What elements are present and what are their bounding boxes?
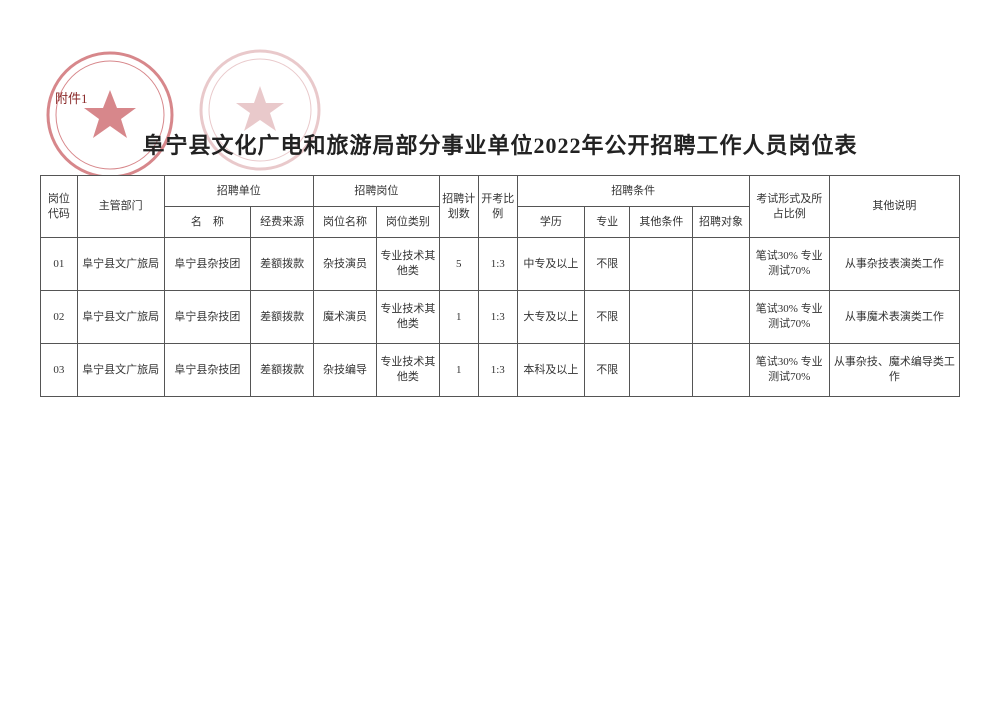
- cell-ratio: 1:3: [478, 238, 517, 291]
- positions-table-body: 01 阜宁县文广旅局 阜宁县杂技团 差额拨款 杂技演员 专业技术其他类 5 1:…: [41, 238, 960, 397]
- cell-count: 1: [439, 291, 478, 344]
- cell-exam: 笔试30% 专业测试70%: [749, 344, 829, 397]
- th-cond-other: 其他条件: [630, 207, 693, 238]
- th-unit-fund: 经费来源: [251, 207, 314, 238]
- cell-post-name: 杂技演员: [314, 238, 377, 291]
- th-cond-major: 专业: [584, 207, 630, 238]
- positions-table: 岗位代码 主管部门 招聘单位 招聘岗位 招聘计划数 开考比例 招聘条件 考试形式…: [40, 175, 960, 397]
- th-post-group: 招聘岗位: [314, 176, 440, 207]
- th-ratio: 开考比例: [478, 176, 517, 238]
- cell-note: 从事魔术表演类工作: [829, 291, 959, 344]
- cell-unit: 阜宁县杂技团: [164, 238, 251, 291]
- attachment-label: 附件1: [55, 88, 88, 107]
- th-cond-target: 招聘对象: [693, 207, 749, 238]
- cell-code: 02: [41, 291, 78, 344]
- cell-edu: 中专及以上: [517, 238, 584, 291]
- th-note: 其他说明: [829, 176, 959, 238]
- cell-unit: 阜宁县杂技团: [164, 344, 251, 397]
- cell-major: 不限: [584, 291, 630, 344]
- th-unit-name: 名 称: [164, 207, 251, 238]
- th-unit-group: 招聘单位: [164, 176, 314, 207]
- cell-other: [630, 238, 693, 291]
- page-title: 阜宁县文化广电和旅游局部分事业单位2022年公开招聘工作人员岗位表: [0, 128, 1000, 160]
- th-exam: 考试形式及所占比例: [749, 176, 829, 238]
- cell-dept: 阜宁县文广旅局: [77, 291, 164, 344]
- cell-major: 不限: [584, 344, 630, 397]
- cell-ratio: 1:3: [478, 291, 517, 344]
- cell-target: [693, 238, 749, 291]
- table-row: 02 阜宁县文广旅局 阜宁县杂技团 差额拨款 魔术演员 专业技术其他类 1 1:…: [41, 291, 960, 344]
- official-stamp-left: [45, 50, 175, 180]
- cell-edu: 大专及以上: [517, 291, 584, 344]
- cell-post-name: 魔术演员: [314, 291, 377, 344]
- cell-code: 01: [41, 238, 78, 291]
- cell-unit: 阜宁县杂技团: [164, 291, 251, 344]
- cell-ratio: 1:3: [478, 344, 517, 397]
- cell-post-cat: 专业技术其他类: [376, 344, 439, 397]
- cell-count: 1: [439, 344, 478, 397]
- cell-dept: 阜宁县文广旅局: [77, 238, 164, 291]
- th-cond-edu: 学历: [517, 207, 584, 238]
- cell-target: [693, 291, 749, 344]
- cell-dept: 阜宁县文广旅局: [77, 344, 164, 397]
- cell-note: 从事杂技表演类工作: [829, 238, 959, 291]
- cell-note: 从事杂技、魔术编导类工作: [829, 344, 959, 397]
- th-cond-group: 招聘条件: [517, 176, 749, 207]
- cell-target: [693, 344, 749, 397]
- cell-count: 5: [439, 238, 478, 291]
- cell-fund: 差额拨款: [251, 291, 314, 344]
- cell-fund: 差额拨款: [251, 238, 314, 291]
- th-post-name: 岗位名称: [314, 207, 377, 238]
- cell-exam: 笔试30% 专业测试70%: [749, 291, 829, 344]
- th-code: 岗位代码: [41, 176, 78, 238]
- th-count: 招聘计划数: [439, 176, 478, 238]
- positions-table-wrap: 岗位代码 主管部门 招聘单位 招聘岗位 招聘计划数 开考比例 招聘条件 考试形式…: [40, 175, 960, 397]
- cell-code: 03: [41, 344, 78, 397]
- cell-exam: 笔试30% 专业测试70%: [749, 238, 829, 291]
- cell-post-cat: 专业技术其他类: [376, 238, 439, 291]
- table-row: 03 阜宁县文广旅局 阜宁县杂技团 差额拨款 杂技编导 专业技术其他类 1 1:…: [41, 344, 960, 397]
- cell-post-cat: 专业技术其他类: [376, 291, 439, 344]
- cell-other: [630, 291, 693, 344]
- cell-major: 不限: [584, 238, 630, 291]
- cell-post-name: 杂技编导: [314, 344, 377, 397]
- th-post-cat: 岗位类别: [376, 207, 439, 238]
- th-dept: 主管部门: [77, 176, 164, 238]
- cell-edu: 本科及以上: [517, 344, 584, 397]
- page: 附件1 阜宁县文化广电和旅游局部分事业单位2022年公开招聘工作人员岗位表 岗位…: [0, 0, 1000, 704]
- cell-other: [630, 344, 693, 397]
- table-row: 01 阜宁县文广旅局 阜宁县杂技团 差额拨款 杂技演员 专业技术其他类 5 1:…: [41, 238, 960, 291]
- cell-fund: 差额拨款: [251, 344, 314, 397]
